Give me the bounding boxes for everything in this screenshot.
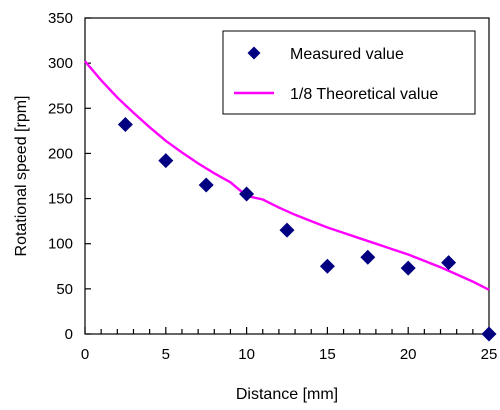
x-axis-label: Distance [mm] xyxy=(236,386,338,403)
legend-measured-marker xyxy=(247,46,261,60)
x-tick-label: 10 xyxy=(238,346,255,363)
x-tick-label: 0 xyxy=(81,346,89,363)
y-tick-label: 250 xyxy=(48,100,73,117)
x-tick-label: 20 xyxy=(400,346,417,363)
measured-point xyxy=(400,260,416,276)
measured-point xyxy=(198,177,214,193)
y-axis-ticks: 0 50 100 150 200 250 300 350 xyxy=(48,10,91,343)
measured-point xyxy=(441,255,457,271)
legend-theoretical-label: 1/8 Theoretical value xyxy=(290,86,438,103)
y-tick-label: 150 xyxy=(48,191,73,208)
measured-point xyxy=(360,249,376,265)
y-tick-label: 200 xyxy=(48,145,73,162)
legend-box xyxy=(222,30,476,115)
measured-point xyxy=(481,326,497,342)
y-tick-label: 50 xyxy=(56,281,73,298)
measured-point xyxy=(239,186,255,202)
measured-point xyxy=(117,117,133,133)
y-tick-label: 0 xyxy=(65,326,73,343)
y-axis-label: Rotational speed [rpm] xyxy=(13,96,30,257)
plot-series xyxy=(84,60,497,342)
measured-point xyxy=(319,258,335,274)
theoretical-line xyxy=(84,60,490,291)
measured-point xyxy=(279,222,295,238)
y-tick-label: 300 xyxy=(48,55,73,72)
legend-measured-label: Measured value xyxy=(290,46,404,63)
legend: Measured value 1/8 Theoretical value xyxy=(222,30,476,115)
y-tick-label: 350 xyxy=(48,10,73,27)
x-tick-label: 25 xyxy=(481,346,498,363)
x-axis-ticks: 0 5 10 15 20 25 xyxy=(81,327,498,363)
measured-point xyxy=(158,153,174,169)
y-tick-label: 100 xyxy=(48,236,73,253)
x-tick-label: 15 xyxy=(319,346,336,363)
x-tick-label: 5 xyxy=(162,346,170,363)
